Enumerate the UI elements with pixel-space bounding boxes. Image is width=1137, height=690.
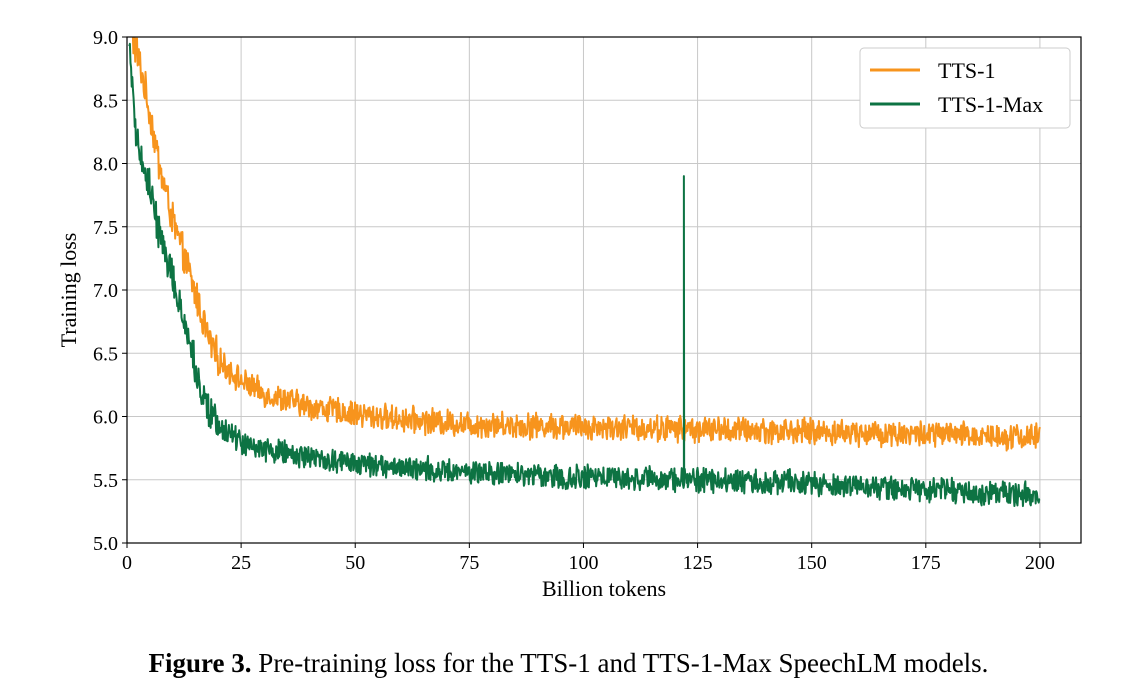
- x-tick-label-100: 100: [568, 552, 598, 574]
- x-axis-label: Billion tokens: [542, 576, 666, 601]
- figure-caption-text: Pre-training loss for the TTS-1 and TTS-…: [258, 648, 989, 678]
- series-line-tts-1: [131, 37, 1041, 452]
- y-tick-label-9: 9.0: [93, 27, 118, 49]
- x-tick-label-200: 200: [1025, 552, 1055, 574]
- y-tick-label-8: 8.0: [93, 154, 118, 176]
- loss-chart: 0 25 50 75 100 125 150 175 200 5.0 5.5 6.0 6.5 7.0 7.5…: [56, 27, 1082, 601]
- legend: TTS-1 TTS-1-Max: [859, 47, 1071, 129]
- axis-ticks: 0 25 50 75 100 125 150 175 200 5.0 5.5 6.0 6.5 7.0 7.5…: [93, 27, 1055, 574]
- legend-label-tts-1: TTS-1: [938, 58, 995, 83]
- x-tick-label-25: 25: [231, 552, 251, 574]
- plot-area: [128, 37, 1041, 508]
- legend-label-tts-1-max: TTS-1-Max: [938, 92, 1043, 117]
- series-line-tts-1-max: [128, 42, 1041, 508]
- y-tick-label-7.5: 7.5: [93, 217, 118, 239]
- y-axis-label: Training loss: [56, 233, 81, 348]
- x-tick-label-75: 75: [459, 552, 479, 574]
- x-tick-label-0: 0: [122, 552, 132, 574]
- x-tick-label-125: 125: [683, 552, 713, 574]
- y-tick-label-8.5: 8.5: [93, 90, 118, 112]
- y-tick-label-6: 6.0: [93, 407, 118, 429]
- y-tick-label-6.5: 6.5: [93, 343, 118, 365]
- y-tick-label-5: 5.0: [93, 533, 118, 555]
- x-tick-label-150: 150: [797, 552, 827, 574]
- figure-caption-label: Figure 3.: [148, 648, 252, 678]
- x-tick-label-175: 175: [911, 552, 941, 574]
- y-tick-label-5.5: 5.5: [93, 470, 118, 492]
- legend-box: [859, 47, 1071, 129]
- figure-caption: Figure 3. Pre-training loss for the TTS-…: [0, 648, 1137, 679]
- y-tick-label-7: 7.0: [93, 280, 118, 302]
- x-tick-label-50: 50: [345, 552, 365, 574]
